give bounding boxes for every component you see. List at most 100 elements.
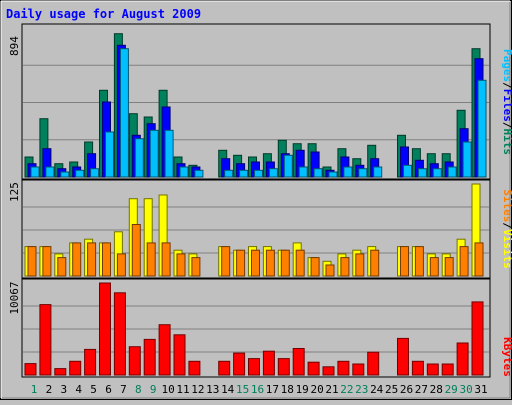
bar-pages-day-5 — [90, 168, 100, 178]
legend-item: / — [501, 122, 512, 129]
x-tick-label: 15 — [236, 383, 249, 396]
bar-pages-day-12 — [194, 169, 204, 178]
bar-pages-day-19 — [298, 166, 308, 178]
bar-sites-day-15 — [236, 249, 246, 277]
bar-sites-day-27 — [414, 246, 424, 277]
x-tick-label: 18 — [281, 383, 294, 396]
kbytes-panel: 10067 KBytes — [8, 278, 512, 378]
bar-sites-day-14 — [221, 246, 231, 277]
bar-kbytes-day-2 — [39, 304, 52, 376]
bars — [24, 282, 484, 376]
legend-item: Sites — [501, 189, 512, 222]
x-tick-label: 17 — [266, 383, 279, 396]
bar-pages-day-21 — [328, 171, 338, 178]
x-tick-label: 31 — [474, 383, 487, 396]
legend-item: Hits — [501, 129, 512, 156]
bar-sites-day-20 — [310, 257, 320, 277]
bar-sites-day-3 — [57, 257, 67, 277]
bar-kbytes-day-8 — [128, 346, 141, 376]
x-tick-label: 20 — [310, 383, 323, 396]
legend: KBytes — [501, 337, 512, 377]
legend-item: KBytes — [501, 337, 512, 377]
x-tick-label: 6 — [105, 383, 112, 396]
bar-sites-day-11 — [176, 253, 186, 277]
bar-kbytes-day-6 — [99, 282, 111, 376]
bar-pages-day-10 — [164, 129, 174, 178]
x-tick-label: 23 — [355, 383, 368, 396]
bar-pages-day-27 — [417, 168, 427, 178]
x-tick-label: 16 — [251, 383, 264, 396]
bar-kbytes-day-22 — [337, 360, 350, 376]
legend-item: / — [501, 82, 512, 89]
bar-kbytes-day-18 — [277, 358, 290, 376]
bar-kbytes-day-15 — [233, 352, 246, 376]
bar-sites-day-28 — [429, 257, 439, 277]
bar-kbytes-day-17 — [262, 350, 275, 376]
y-max-label: 125 — [8, 182, 21, 202]
legend: Pages/Files/Hits — [501, 49, 512, 155]
legend-item: Pages — [501, 49, 512, 82]
bar-sites-day-12 — [191, 257, 201, 277]
bar-sites-day-17 — [265, 249, 275, 277]
bar-sites-day-8 — [131, 224, 141, 277]
hits-files-pages-panel: 894 Pages/Files/Hits — [8, 23, 512, 180]
legend-item: Files — [501, 89, 512, 122]
bar-kbytes-day-5 — [84, 348, 97, 376]
bar-kbytes-day-31 — [471, 301, 484, 376]
bar-kbytes-day-23 — [352, 363, 365, 376]
bar-kbytes-day-26 — [397, 337, 409, 376]
y-max-label: 10067 — [8, 281, 21, 314]
bar-sites-day-7 — [116, 253, 126, 277]
bar-kbytes-day-21 — [322, 366, 335, 376]
bar-kbytes-day-10 — [158, 324, 171, 376]
x-tick-label: 3 — [60, 383, 67, 396]
bar-sites-day-1 — [27, 246, 37, 277]
bar-pages-day-14 — [224, 169, 234, 178]
bar-pages-day-22 — [343, 166, 353, 178]
bar-kbytes-day-20 — [307, 361, 320, 376]
bar-pages-day-18 — [283, 154, 293, 178]
bar-sites-day-16 — [251, 249, 260, 277]
bar-kbytes-day-27 — [411, 360, 424, 376]
x-tick-label: 2 — [46, 383, 53, 396]
bar-pages-day-8 — [134, 138, 144, 178]
x-tick-label: 5 — [90, 383, 97, 396]
x-tick-label: 28 — [430, 383, 443, 396]
x-tick-label: 7 — [120, 383, 127, 396]
x-tick-label: 21 — [325, 383, 338, 396]
bar-sites-day-31 — [474, 242, 484, 277]
x-tick-label: 29 — [445, 383, 458, 396]
bar-pages-day-28 — [432, 168, 442, 178]
x-tick-label: 22 — [340, 383, 353, 396]
bars — [24, 183, 484, 277]
bar-pages-day-6 — [105, 131, 114, 178]
x-tick-label: 26 — [400, 383, 413, 396]
bar-sites-day-6 — [102, 242, 111, 277]
bar-kbytes-day-9 — [143, 338, 156, 376]
bar-kbytes-day-11 — [173, 334, 186, 376]
y-max-label: 894 — [8, 36, 21, 56]
bar-pages-day-7 — [119, 48, 129, 178]
x-tick-label: 10 — [161, 383, 174, 396]
bar-kbytes-day-30 — [456, 342, 469, 376]
x-tick-label: 4 — [75, 383, 82, 396]
x-tick-label: 30 — [459, 383, 472, 396]
x-tick-label: 19 — [296, 383, 309, 396]
bar-sites-day-10 — [161, 242, 171, 277]
x-tick-label: 9 — [150, 383, 157, 396]
bar-kbytes-day-29 — [441, 363, 454, 376]
bar-pages-day-23 — [358, 168, 368, 178]
bar-sites-day-21 — [325, 264, 335, 277]
bar-sites-day-4 — [72, 242, 82, 277]
bar-pages-day-31 — [477, 79, 487, 178]
bar-pages-day-16 — [254, 169, 263, 178]
chart-title: Daily usage for August 2009 — [6, 7, 201, 21]
sites-visits-panel: 125 Sites/Visits — [8, 179, 512, 279]
bar-pages-day-30 — [462, 141, 472, 178]
bar-kbytes-day-19 — [292, 348, 305, 376]
bar-sites-day-24 — [370, 249, 380, 277]
bar-pages-day-15 — [239, 169, 249, 178]
bar-sites-day-9 — [146, 242, 156, 277]
bar-pages-day-20 — [313, 168, 323, 178]
